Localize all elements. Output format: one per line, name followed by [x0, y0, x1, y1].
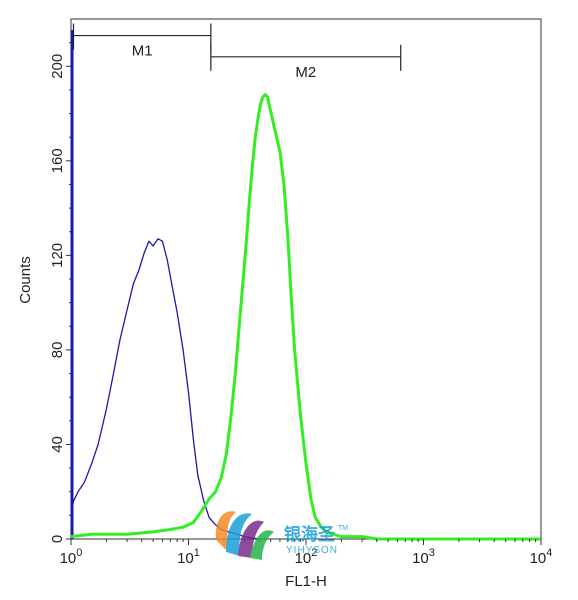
- x-tick-label: 100: [60, 547, 83, 567]
- watermark-chinese-text: 银海圣: [284, 524, 336, 545]
- watermark-swoosh-blue: [226, 513, 252, 556]
- x-axis-title: FL1-H: [285, 573, 327, 590]
- watermark-latin-text: YIHYSON: [286, 545, 338, 556]
- y-tick-label: 160: [49, 148, 66, 173]
- watermark-swoosh-purple: [238, 520, 264, 558]
- watermark-swoosh-green: [250, 530, 274, 560]
- series-line-1: [70, 238, 260, 540]
- x-tick-label: 102: [295, 547, 318, 567]
- x-tick-label: 103: [412, 547, 435, 567]
- x-tick-label: 101: [177, 547, 200, 567]
- x-tick-label: 104: [530, 547, 553, 567]
- series-layer: [70, 93, 542, 541]
- y-tick-label: 80: [49, 342, 66, 359]
- y-axis: 0 40 80 120 160 200: [49, 42, 71, 543]
- watermark-swoosh-orange: [215, 511, 236, 552]
- x-axis: 100 101 102 103 104: [60, 539, 553, 567]
- y-tick-label: 200: [49, 54, 66, 79]
- y-axis-title: Counts: [17, 256, 34, 304]
- y-tick-label: 120: [49, 243, 66, 268]
- series-line-2: [70, 93, 541, 541]
- marker-layer: M1 M2: [72, 23, 402, 81]
- watermark-logo: 银海圣 TM YIHYSON: [215, 511, 348, 560]
- marker-m2-label: M2: [295, 64, 316, 81]
- y-tick-label: 40: [49, 436, 66, 453]
- marker-m1-label: M1: [132, 43, 153, 60]
- watermark-trademark: TM: [338, 525, 348, 532]
- watermark-emblem: [215, 511, 274, 560]
- y-tick-label: 0: [49, 535, 66, 543]
